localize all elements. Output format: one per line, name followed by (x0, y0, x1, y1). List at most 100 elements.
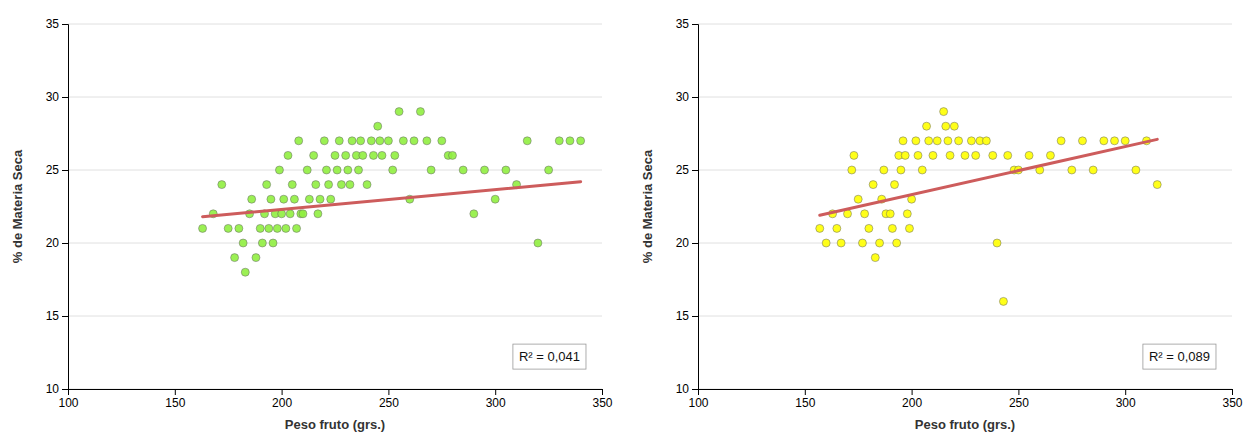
annotation-box (513, 344, 586, 369)
point (545, 166, 553, 174)
point (288, 181, 296, 189)
point (869, 181, 877, 189)
point (354, 166, 362, 174)
point (850, 151, 858, 159)
tick-label: 35 (46, 17, 60, 31)
tick-label: 100 (688, 396, 708, 410)
point (448, 151, 456, 159)
point (224, 224, 232, 232)
grid (68, 24, 602, 389)
point (391, 151, 399, 159)
point (899, 137, 907, 145)
point (286, 210, 294, 218)
point (993, 239, 1001, 247)
point (438, 137, 446, 145)
point (269, 239, 277, 247)
tick: 150 (795, 389, 815, 410)
tick: 350 (592, 389, 612, 410)
tick-label: 150 (165, 396, 185, 410)
tick-mark (282, 389, 283, 395)
point (923, 122, 931, 130)
grid (698, 24, 1232, 389)
point (1132, 166, 1140, 174)
point (999, 297, 1007, 305)
point (263, 181, 271, 189)
point (854, 195, 862, 203)
tick: 35 (46, 17, 68, 31)
point (376, 137, 384, 145)
tick: 10 (46, 382, 68, 396)
tick: 15 (46, 309, 68, 323)
axis-line (69, 390, 603, 396)
tick: 250 (379, 389, 399, 410)
x-axis: 100150200250300350 (688, 389, 1242, 410)
point (955, 137, 963, 145)
tick-label: 30 (46, 90, 60, 104)
point (566, 137, 574, 145)
point (946, 151, 954, 159)
point (822, 239, 830, 247)
tick-label: 350 (592, 396, 612, 410)
tick: 350 (1222, 389, 1242, 410)
point (320, 137, 328, 145)
point (961, 151, 969, 159)
point (950, 122, 958, 130)
tick: 30 (676, 90, 698, 104)
point (577, 137, 585, 145)
grid-line (698, 316, 1232, 317)
grid-line (698, 24, 1232, 25)
point (241, 268, 249, 276)
tick-label: 350 (1222, 396, 1242, 410)
point (1004, 151, 1012, 159)
point (982, 137, 990, 145)
point (989, 151, 997, 159)
point (282, 224, 290, 232)
grid-line (698, 170, 1232, 171)
trend-line (203, 182, 581, 217)
y-axis-title: % de Materia Seca (640, 149, 655, 263)
point (491, 195, 499, 203)
point (1153, 181, 1161, 189)
point (359, 151, 367, 159)
tick-label: 300 (1116, 396, 1136, 410)
point (816, 224, 824, 232)
grid-line (68, 24, 602, 25)
point (858, 239, 866, 247)
point (275, 166, 283, 174)
point (258, 239, 266, 247)
point (502, 166, 510, 174)
point (239, 239, 247, 247)
point (933, 137, 941, 145)
point (1025, 151, 1033, 159)
tick: 200 (272, 389, 292, 410)
tick: 100 (58, 389, 78, 410)
point (325, 181, 333, 189)
point (861, 210, 869, 218)
tick: 250 (1009, 389, 1029, 410)
tick-mark (62, 170, 68, 171)
point (891, 181, 899, 189)
tick-label: 100 (58, 396, 78, 410)
y-axis: 101520253035 (46, 17, 69, 396)
tick-mark (388, 389, 389, 395)
point (1089, 166, 1097, 174)
point (316, 195, 324, 203)
point (1121, 137, 1129, 145)
tick-label: 25 (46, 163, 60, 177)
point (886, 210, 894, 218)
point (284, 151, 292, 159)
point (312, 181, 320, 189)
point (865, 224, 873, 232)
point (331, 151, 339, 159)
point (310, 151, 318, 159)
point (523, 137, 531, 145)
point (893, 239, 901, 247)
y-axis-title: % de Materia Seca (10, 149, 25, 263)
point (295, 137, 303, 145)
x-axis-title: Peso fruto (grs.) (285, 417, 385, 432)
point (912, 137, 920, 145)
panel: 100150200250300350101520253035Peso fruto… (10, 17, 613, 432)
point (342, 151, 350, 159)
tick-mark (692, 389, 698, 390)
point (344, 166, 352, 174)
